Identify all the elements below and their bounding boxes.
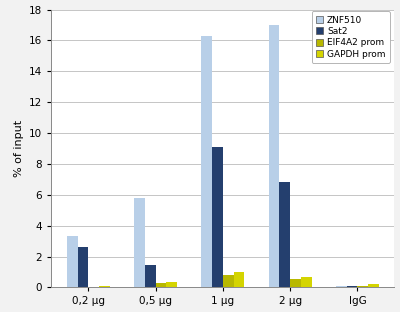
Bar bbox=[368, 284, 379, 287]
Bar bbox=[134, 198, 145, 287]
Bar bbox=[166, 282, 177, 287]
Bar bbox=[280, 183, 290, 287]
Bar bbox=[156, 283, 166, 287]
Bar bbox=[201, 36, 212, 287]
Bar bbox=[145, 265, 156, 287]
Bar bbox=[223, 275, 234, 287]
Legend: ZNF510, Sat2, EIF4A2 prom, GAPDH prom: ZNF510, Sat2, EIF4A2 prom, GAPDH prom bbox=[312, 11, 390, 63]
Bar bbox=[212, 147, 223, 287]
Bar bbox=[290, 279, 301, 287]
Y-axis label: % of input: % of input bbox=[14, 120, 24, 177]
Bar bbox=[336, 286, 347, 287]
Bar bbox=[99, 285, 110, 287]
Bar bbox=[67, 236, 78, 287]
Bar bbox=[234, 272, 244, 287]
Bar bbox=[358, 286, 368, 287]
Bar bbox=[301, 277, 312, 287]
Bar bbox=[78, 246, 88, 287]
Bar bbox=[347, 285, 358, 287]
Bar bbox=[269, 25, 280, 287]
